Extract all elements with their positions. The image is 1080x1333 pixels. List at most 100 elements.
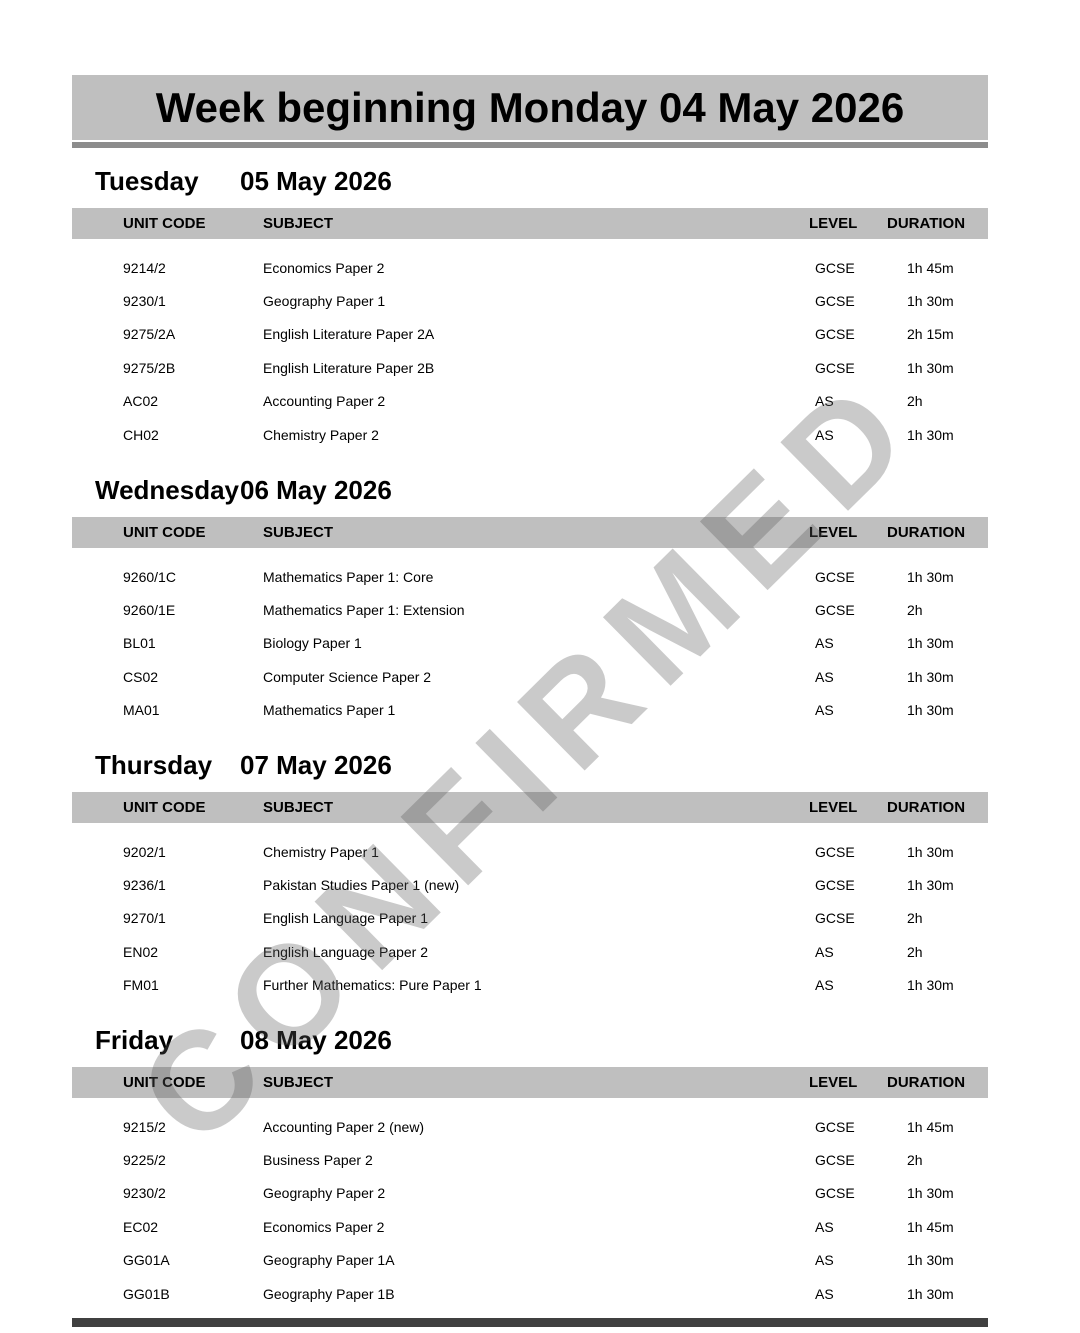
cell-level: GCSE	[815, 877, 855, 894]
cell-duration: 1h 30m	[907, 702, 954, 719]
cell-level: GCSE	[815, 259, 855, 276]
cell-duration: 1h 30m	[907, 977, 954, 994]
cell-level: AS	[815, 393, 834, 410]
cell-level: GCSE	[815, 602, 855, 619]
cell-duration: 1h 30m	[907, 1252, 954, 1269]
cell-level: GCSE	[815, 1185, 855, 1202]
cell-duration: 2h	[907, 1152, 923, 1169]
cell-subject: Chemistry Paper 1	[263, 843, 379, 860]
column-header-subject: SUBJECT	[263, 524, 334, 541]
cell-duration: 1h 30m	[907, 426, 954, 443]
column-header-unit-code: UNIT CODE	[123, 1074, 206, 1091]
table-row: BL01 Biology Paper 1 AS 1h 30m	[72, 627, 988, 660]
cell-duration: 1h 30m	[907, 843, 954, 860]
cell-unit-code: 9275/2B	[123, 359, 176, 376]
cell-subject: Mathematics Paper 1	[263, 702, 396, 719]
cell-level: AS	[815, 702, 834, 719]
cell-unit-code: 9215/2	[123, 1118, 166, 1135]
cell-unit-code: 9270/1	[123, 910, 166, 927]
day-name: Wednesday	[95, 474, 240, 505]
cell-level: GCSE	[815, 359, 855, 376]
cell-level: AS	[815, 943, 834, 960]
cell-duration: 1h 45m	[907, 1118, 954, 1135]
table-row: 9260/1C Mathematics Paper 1: Core GCSE 1…	[72, 560, 988, 593]
cell-level: GCSE	[815, 293, 855, 310]
table-row: AC02 Accounting Paper 2 AS 2h	[72, 385, 988, 418]
table-row: 9230/1 Geography Paper 1 GCSE 1h 30m	[72, 284, 988, 317]
cell-unit-code: GG01A	[123, 1252, 170, 1269]
cell-unit-code: 9230/2	[123, 1185, 166, 1202]
table-row: 9270/1 English Language Paper 1 GCSE 2h	[72, 902, 988, 935]
column-header-level: LEVEL	[809, 1074, 858, 1091]
page-bottom-bar	[72, 1318, 988, 1327]
cell-level: AS	[815, 635, 834, 652]
cell-level: GCSE	[815, 1118, 855, 1135]
cell-subject: English Literature Paper 2B	[263, 359, 435, 376]
cell-level: AS	[815, 1252, 834, 1269]
cell-duration: 1h 30m	[907, 877, 954, 894]
column-header-subject: SUBJECT	[263, 215, 334, 232]
cell-duration: 1h 30m	[907, 1185, 954, 1202]
cell-subject: Economics Paper 2	[263, 259, 385, 276]
table-row: 9215/2 Accounting Paper 2 (new) GCSE 1h …	[72, 1110, 988, 1143]
cell-unit-code: EC02	[123, 1218, 159, 1235]
day-heading: Tuesday 05 May 2026	[72, 164, 392, 198]
cell-unit-code: 9202/1	[123, 843, 166, 860]
cell-unit-code: 9236/1	[123, 877, 166, 894]
day-date: 08 May 2026	[240, 1024, 392, 1055]
day-date: 07 May 2026	[240, 749, 392, 780]
column-header-level: LEVEL	[809, 524, 858, 541]
column-header-duration: DURATION	[887, 1074, 966, 1091]
table-row: 9236/1 Pakistan Studies Paper 1 (new) GC…	[72, 868, 988, 901]
cell-level: GCSE	[815, 843, 855, 860]
table-row: 9260/1E Mathematics Paper 1: Extension G…	[72, 593, 988, 626]
table-row: 9275/2B English Literature Paper 2B GCSE…	[72, 351, 988, 384]
cell-subject: Computer Science Paper 2	[263, 668, 432, 685]
cell-duration: 1h 30m	[907, 635, 954, 652]
day-name: Tuesday	[95, 165, 199, 196]
day-name: Friday	[95, 1024, 174, 1055]
table-row: GG01B Geography Paper 1B AS 1h 30m	[72, 1277, 988, 1310]
cell-unit-code: 9275/2A	[123, 326, 176, 343]
cell-duration: 2h	[907, 393, 923, 410]
cell-unit-code: FM01	[123, 977, 159, 994]
cell-unit-code: 9225/2	[123, 1152, 166, 1169]
cell-duration: 2h	[907, 943, 923, 960]
cell-subject: Geography Paper 1B	[263, 1285, 395, 1302]
day-name: Thursday	[95, 749, 213, 780]
cell-subject: English Literature Paper 2A	[263, 326, 435, 343]
table-row: EC02 Economics Paper 2 AS 1h 45m	[72, 1210, 988, 1243]
column-header-unit-code: UNIT CODE	[123, 799, 206, 816]
cell-unit-code: CS02	[123, 668, 159, 685]
table-row: FM01 Further Mathematics: Pure Paper 1 A…	[72, 969, 988, 1002]
cell-level: AS	[815, 1218, 834, 1235]
title-divider	[72, 142, 988, 148]
cell-unit-code: 9230/1	[123, 293, 166, 310]
cell-subject: Business Paper 2	[263, 1152, 373, 1169]
cell-duration: 1h 30m	[907, 1285, 954, 1302]
table-row: 9202/1 Chemistry Paper 1 GCSE 1h 30m	[72, 835, 988, 868]
cell-level: AS	[815, 1285, 834, 1302]
day-date: 05 May 2026	[240, 165, 392, 196]
day-heading: Thursday 07 May 2026	[72, 748, 392, 782]
cell-level: GCSE	[815, 1152, 855, 1169]
cell-subject: Economics Paper 2	[263, 1218, 385, 1235]
cell-unit-code: GG01B	[123, 1285, 170, 1302]
table-row: EN02 English Language Paper 2 AS 2h	[72, 935, 988, 968]
page-title: Week beginning Monday 04 May 2026	[155, 83, 905, 131]
exam-rows: 9260/1C Mathematics Paper 1: Core GCSE 1…	[72, 560, 988, 727]
column-header-level: LEVEL	[809, 215, 858, 232]
column-header-duration: DURATION	[887, 524, 966, 541]
day-date: 06 May 2026	[240, 474, 392, 505]
cell-unit-code: CH02	[123, 426, 159, 443]
cell-subject: Further Mathematics: Pure Paper 1	[263, 977, 482, 994]
cell-subject: Geography Paper 1	[263, 293, 386, 310]
cell-subject: English Language Paper 1	[263, 910, 429, 927]
cell-unit-code: EN02	[123, 943, 159, 960]
table-header-bar: UNIT CODE SUBJECT LEVEL DURATION	[72, 517, 988, 548]
cell-subject: Pakistan Studies Paper 1 (new)	[263, 877, 460, 894]
table-row: GG01A Geography Paper 1A AS 1h 30m	[72, 1244, 988, 1277]
cell-duration: 2h	[907, 602, 923, 619]
day-heading: Friday 08 May 2026	[72, 1023, 392, 1057]
